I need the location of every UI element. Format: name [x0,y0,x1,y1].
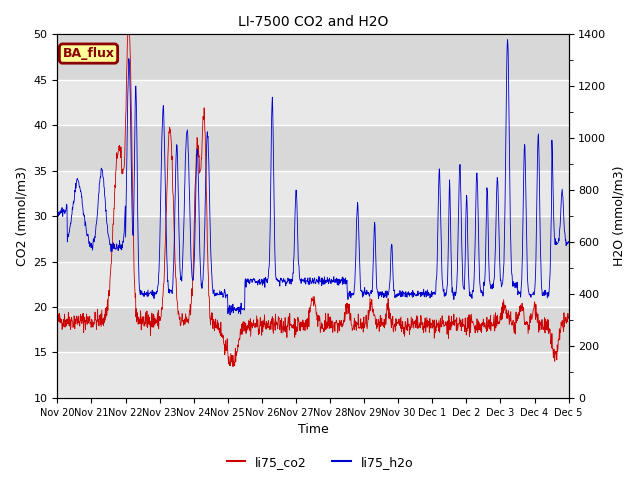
Bar [58,216,568,262]
Bar [58,80,568,125]
Bar [58,307,568,352]
Legend: li75_co2, li75_h2o: li75_co2, li75_h2o [221,451,419,474]
Bar [58,171,568,216]
Y-axis label: H2O (mmol/m3): H2O (mmol/m3) [612,166,625,266]
Title: LI-7500 CO2 and H2O: LI-7500 CO2 and H2O [238,15,388,29]
Text: BA_flux: BA_flux [63,47,115,60]
Y-axis label: CO2 (mmol/m3): CO2 (mmol/m3) [15,166,28,266]
Bar [58,35,568,80]
Bar [58,125,568,171]
X-axis label: Time: Time [298,423,328,436]
Bar [58,352,568,398]
Bar [58,262,568,307]
